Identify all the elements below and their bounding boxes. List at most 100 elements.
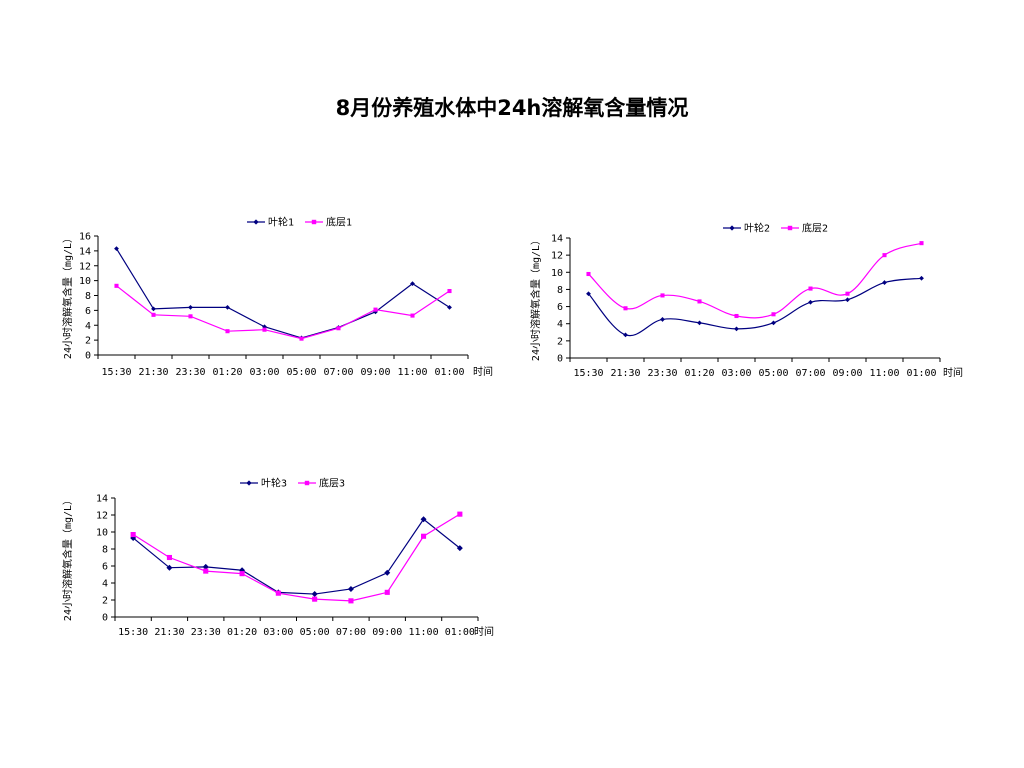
data-point (311, 591, 318, 598)
data-point (347, 585, 354, 592)
data-point (447, 288, 452, 294)
y-tick-label: 6 (557, 302, 563, 313)
data-point (151, 312, 156, 317)
y-tick-label: 14 (79, 246, 91, 257)
data-point (623, 332, 628, 338)
x-tick-label: 15:30 (118, 627, 148, 638)
data-point (410, 313, 415, 318)
data-point (203, 568, 209, 574)
chart-2: 0 2 4 6 8 10 12 14 15:30 21:30 23:30 01:20 03:00 05:0… (528, 216, 978, 391)
y-tick-label: 2 (85, 336, 91, 347)
legend-item: 底层3 (298, 477, 345, 490)
x-tick-label: 07:00 (795, 368, 825, 379)
data-point (384, 569, 391, 576)
data-point (188, 314, 193, 319)
data-point (299, 336, 304, 341)
x-tick-label: 23:30 (647, 368, 677, 379)
data-point (225, 305, 230, 310)
data-point (697, 320, 702, 326)
y-tick-label: 12 (79, 261, 91, 272)
x-tick-label: 23:30 (175, 367, 205, 378)
x-tick-label: 09:00 (832, 368, 862, 379)
data-point (373, 307, 378, 312)
data-point (188, 305, 193, 310)
data-point (586, 291, 591, 297)
x-tick-label: 15:30 (101, 367, 131, 378)
x-tick-label: 01:00 (434, 367, 464, 378)
chart-3: 0 2 4 6 8 10 12 14 15:30 21:30 23:30 01:20 03:00 05:0… (60, 472, 510, 647)
data-point (348, 598, 354, 604)
series-1 (130, 516, 463, 598)
y-tick-label: 0 (102, 613, 108, 624)
x-tick-label: 11:00 (408, 627, 438, 638)
chart-svg: 0 2 4 6 8 10 12 14 16 15:30 21:30 23:30 01:20 03:00 05… (61, 216, 493, 379)
legend-marker (253, 219, 259, 225)
data-point (734, 326, 739, 332)
y-tick-label: 10 (79, 276, 91, 287)
data-point (457, 511, 463, 517)
x-tick-label: 23:30 (191, 627, 221, 638)
data-point (660, 317, 665, 322)
legend-label: 底层2 (802, 222, 828, 235)
y-tick-label: 4 (102, 579, 108, 590)
series-line (588, 277, 922, 337)
y-tick-label: 12 (551, 251, 563, 262)
data-point (202, 563, 209, 570)
series-line (588, 242, 922, 319)
data-point (808, 299, 813, 305)
series-2 (586, 241, 924, 319)
data-point (336, 326, 341, 331)
data-point (660, 293, 665, 298)
x-tick-label: 03:00 (721, 368, 751, 379)
y-axis-label: 24小时溶解氧含量（mg/L） (61, 495, 74, 621)
x-tick-label: 09:00 (360, 367, 390, 378)
legend-marker (246, 480, 252, 486)
y-tick-label: 8 (85, 291, 91, 302)
data-point (166, 564, 173, 571)
legend-item: 叶轮2 (723, 222, 770, 235)
data-point (262, 327, 267, 332)
data-point (421, 533, 427, 539)
y-tick-label: 16 (79, 232, 91, 243)
data-point (447, 305, 452, 310)
x-tick-label: 07:00 (336, 627, 366, 638)
y-tick-label: 10 (551, 268, 563, 279)
y-tick-label: 2 (557, 336, 563, 347)
x-tick-label: 01:20 (684, 368, 714, 379)
data-point (420, 516, 427, 523)
y-axis-label: 24小时溶解氧含量（mg/L） (61, 233, 74, 359)
legend-label: 底层1 (326, 216, 352, 229)
x-tick-label: 01:00 (906, 368, 936, 379)
data-point (114, 246, 119, 252)
x-tick-label: 05:00 (300, 627, 330, 638)
x-tick-label: 01:20 (212, 367, 242, 378)
y-tick-label: 4 (85, 321, 91, 332)
x-tick-label: 05:00 (286, 367, 316, 378)
data-point (734, 313, 739, 319)
chart-1: 0 2 4 6 8 10 12 14 16 15:30 21:30 23:30 01:20 03:00 05… (60, 210, 510, 385)
data-point (225, 329, 230, 334)
chart-svg: 0 2 4 6 8 10 12 14 15:30 21:30 23:30 01:20 03:00 05:0… (61, 477, 494, 639)
x-tick-label: 07:00 (323, 367, 353, 378)
data-point (623, 306, 628, 311)
x-axis-label: 时间 (473, 365, 493, 378)
series-2 (114, 283, 452, 341)
x-tick-label: 15:30 (573, 368, 603, 379)
y-tick-label: 2 (102, 596, 108, 607)
data-point (586, 271, 591, 277)
x-axis-label: 时间 (474, 625, 494, 638)
data-point (130, 532, 136, 538)
y-tick-label: 0 (557, 354, 563, 365)
legend-item: 底层2 (781, 222, 828, 235)
x-tick-label: 21:30 (154, 627, 184, 638)
x-tick-label: 09:00 (372, 627, 402, 638)
data-point (239, 571, 245, 577)
data-point (410, 281, 415, 286)
series-line (115, 248, 450, 339)
series-line (132, 513, 461, 602)
data-point (151, 306, 156, 312)
data-point (275, 590, 281, 596)
data-point (919, 275, 924, 281)
series-1 (114, 246, 452, 341)
data-point (114, 283, 119, 288)
